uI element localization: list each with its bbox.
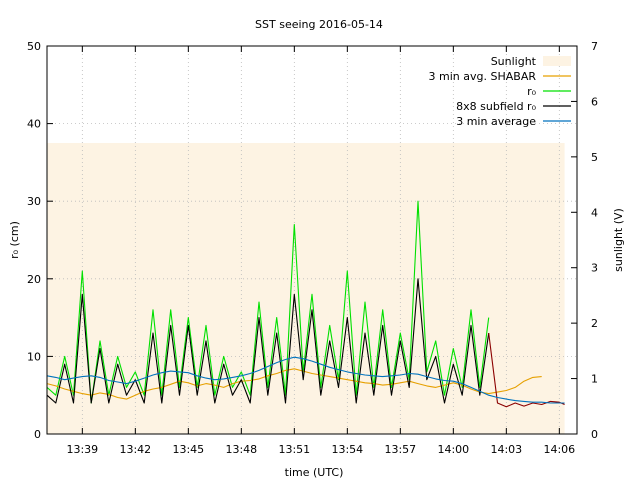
x-tick-label: 13:57 (384, 443, 416, 456)
x-tick-label: 14:06 (543, 443, 575, 456)
y-tick-label-left: 20 (27, 273, 41, 286)
chart-title: SST seeing 2016-05-14 (255, 18, 383, 31)
y-tick-label-left: 0 (34, 428, 41, 441)
y-tick-label-left: 50 (27, 40, 41, 53)
series-subfield-line (46, 278, 490, 404)
y-tick-label-right: 5 (591, 151, 598, 164)
legend-label: 3 min average (456, 115, 536, 128)
legend-label: 8x8 subfield r₀ (456, 100, 536, 113)
y-tick-label-right: 3 (591, 262, 598, 275)
x-axis-label: time (UTC) (285, 466, 344, 479)
y-tick-label-right: 0 (591, 428, 598, 441)
legend-label: r₀ (527, 85, 537, 98)
x-tick-label: 13:48 (225, 443, 257, 456)
y-tick-label-left: 40 (27, 118, 41, 131)
series-r0-line (46, 200, 490, 404)
x-tick-label: 14:03 (490, 443, 522, 456)
x-tick-label: 13:51 (278, 443, 310, 456)
y-tick-label-right: 2 (591, 317, 598, 330)
legend: Sunlight 3 min avg. SHABAR r₀ 8x8 subfield … (429, 55, 571, 128)
x-tick-label: 13:45 (172, 443, 204, 456)
x-tick-label: 14:00 (437, 443, 469, 456)
series-subfield-line-late (488, 333, 565, 408)
y-tick-label-right: 1 (591, 373, 598, 386)
y-axis-left: 0 10 20 30 40 50 (27, 40, 53, 441)
y-tick-label-left: 10 (27, 350, 41, 363)
x-tick-label: 13:42 (119, 443, 151, 456)
y-axis-label-left: r₀ (cm) (8, 221, 21, 259)
x-axis: 13:39 13:42 13:45 13:48 13:51 13:54 13:57 14:00… (66, 46, 575, 456)
legend-swatch (543, 56, 571, 66)
plot-frame (46, 45, 578, 435)
legend-label: 3 min avg. SHABAR (429, 70, 537, 83)
y-tick-label-left: 30 (27, 195, 41, 208)
y-tick-label-right: 7 (591, 40, 598, 53)
x-tick-label: 13:54 (331, 443, 363, 456)
x-tick-label: 13:39 (66, 443, 98, 456)
series-average-line (46, 356, 565, 404)
y-tick-label-right: 6 (591, 95, 598, 108)
y-tick-label-right: 4 (591, 206, 598, 219)
plot-area (46, 45, 577, 435)
legend-label: Sunlight (491, 55, 537, 68)
y-axis-right: 0 1 2 3 4 5 6 7 (571, 40, 598, 441)
y-axis-label-right: sunlight (V) (612, 208, 625, 272)
